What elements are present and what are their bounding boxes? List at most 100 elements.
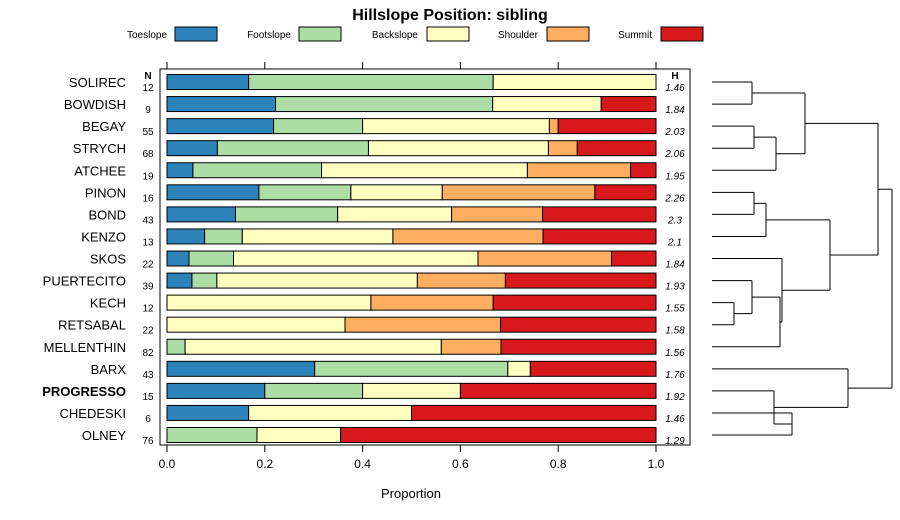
row-label-puertecito: PUERTECITO [43,274,126,289]
legend-swatch-toeslope [174,26,218,42]
bar-segment-strych-toeslope [166,140,218,157]
bar-segment-progresso-footslope [264,382,364,399]
n-value-skos: 22 [142,260,154,271]
n-value-bowdish: 9 [145,105,151,116]
bar-segment-kenzo-footslope [204,228,243,245]
row-label-progresso: PROGRESSO [42,384,126,399]
bar-segment-olney-footslope [166,427,258,443]
bar-segment-pinon-footslope [258,184,352,201]
bar-segment-kenzo-toeslope [166,228,206,245]
bar-segment-pinon-shoulder [441,184,596,201]
bar-segment-solirec-footslope [248,74,494,90]
n-value-kech: 12 [142,304,154,315]
n-value-solirec: 12 [142,83,154,94]
legend-swatch-footslope [298,26,342,42]
row-kech: KECH 12 1.55 [90,294,685,315]
bar-segment-mellenthin-shoulder [440,338,502,355]
row-pinon: PINON 16 2.26 [85,184,685,204]
bar-segment-atchee-shoulder [526,162,632,179]
bar-segment-kech-shoulder [370,294,494,311]
row-label-mellenthin: MELLENTHIN [44,340,126,355]
n-value-olney: 76 [142,436,154,447]
row-label-skos: SKOS [90,252,126,267]
bar-segment-puertecito-toeslope [166,272,193,289]
row-chedeski: CHEDESKI 6 1.46 [60,404,685,425]
bar-segment-bowdish-summit [600,96,657,113]
row-bond: BOND 43 2.3 [88,206,682,226]
legend-label-footslope: Footslope [247,30,291,41]
bar-segment-atchee-toeslope [166,162,194,179]
bar-segment-chedeski-backslope [248,404,412,421]
h-value-solirec: 1.46 [665,83,685,94]
bar-segment-bond-backslope [337,206,453,223]
bar-segment-retsabal-shoulder [344,316,501,333]
h-value-pinon: 2.26 [664,193,685,204]
row-olney: OLNEY 76 1.29 [82,427,685,447]
row-retsabal: RETSABAL 22 1.58 [58,316,685,337]
row-barx: BARX 43 1.76 [91,360,685,381]
bar-segment-pinon-backslope [350,184,443,201]
h-value-kenzo: 2.1 [667,237,682,248]
x-tick-label: 0.0 [159,457,176,471]
bar-segment-skos-summit [611,250,657,267]
h-value-skos: 1.84 [665,260,685,271]
row-label-barx: BARX [91,362,127,377]
n-value-bond: 43 [142,215,154,226]
bar-segment-skos-backslope [233,250,479,267]
n-value-chedeski: 6 [145,414,151,425]
h-value-olney: 1.29 [665,436,685,447]
h-value-bowdish: 1.84 [665,105,685,116]
bar-segment-kech-backslope [166,294,372,311]
legend-label-toeslope: Toeslope [127,30,167,41]
bar-segment-progresso-backslope [362,382,461,399]
bar-segment-barx-summit [529,360,657,377]
bar-segment-kenzo-summit [542,228,657,245]
h-value-bond: 2.3 [667,215,682,226]
bar-segment-retsabal-summit [499,316,657,333]
n-value-progresso: 15 [142,392,154,403]
row-strych: STRYCH 68 2.06 [73,140,685,160]
bar-segment-atchee-footslope [192,162,323,179]
bar-segment-pinon-summit [594,184,657,201]
bar-segment-barx-toeslope [166,360,316,377]
row-puertecito: PUERTECITO 39 1.93 [43,272,685,293]
bar-segment-bowdish-footslope [275,96,494,113]
row-label-strych: STRYCH [73,141,126,156]
n-column-header: N [144,71,151,82]
n-value-strych: 68 [142,149,154,160]
bar-segment-skos-shoulder [477,250,613,267]
bar-segment-barx-footslope [314,360,509,377]
bar-segment-retsabal-backslope [166,316,346,333]
n-value-barx: 43 [142,370,154,381]
n-value-retsabal: 22 [142,326,154,337]
bar-segment-begay-backslope [362,118,550,135]
h-value-strych: 2.06 [664,149,685,160]
h-value-begay: 2.03 [664,127,685,138]
bar-segment-skos-toeslope [166,250,190,267]
legend-label-summit: Summit [618,30,652,41]
bar-segment-mellenthin-footslope [166,338,186,355]
bar-segment-puertecito-summit [504,272,657,289]
legend: Toeslope Footslope Backslope Shoulder Summit [127,26,704,42]
x-axis: 0.0 0.2 0.4 0.6 0.8 1.0 [159,445,665,471]
bar-segment-atchee-backslope [321,162,528,179]
row-label-begay: BEGAY [82,119,126,134]
row-label-bowdish: BOWDISH [64,97,126,112]
x-axis-title: Proportion [381,486,441,501]
h-value-barx: 1.76 [665,370,685,381]
bar-segment-pinon-toeslope [166,184,260,201]
n-value-pinon: 16 [142,193,154,204]
legend-label-shoulder: Shoulder [498,30,539,41]
row-label-kenzo: KENZO [81,229,126,244]
bar-segment-olney-summit [340,427,657,443]
bar-segment-begay-shoulder [548,118,559,135]
row-label-olney: OLNEY [82,428,126,443]
bar-segment-bowdish-toeslope [166,96,277,113]
bar-segment-begay-toeslope [166,118,275,135]
row-label-atchee: ATCHEE [74,163,126,178]
h-column-header: H [671,71,678,82]
bar-segment-bond-summit [542,206,657,223]
h-value-kech: 1.55 [665,304,685,315]
x-tick-label: 0.4 [354,457,371,471]
